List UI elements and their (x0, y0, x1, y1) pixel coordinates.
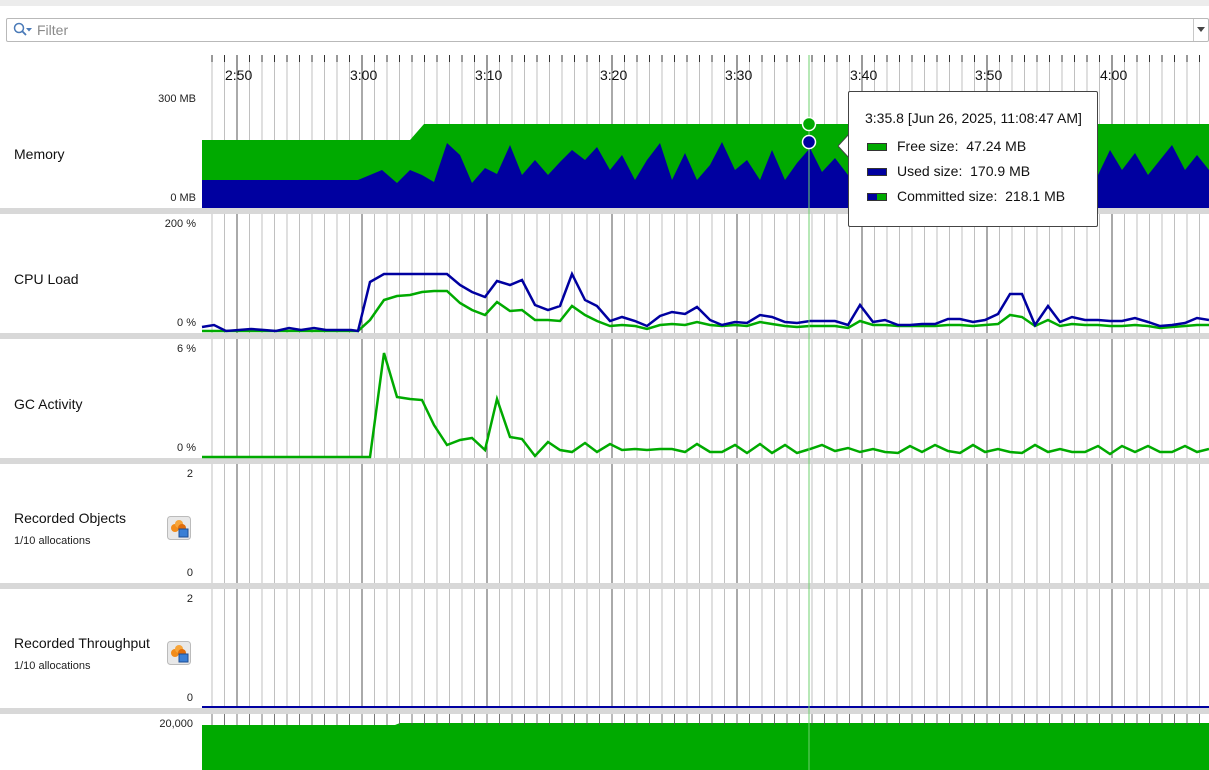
gc-ymax: 6 % (177, 343, 196, 355)
time-axis-label: 3:50 (975, 67, 1002, 83)
time-axis-label: 3:40 (850, 67, 877, 83)
time-axis-label: 3:00 (350, 67, 377, 83)
row-separator (0, 208, 1209, 214)
time-axis-label: 2:50 (225, 67, 252, 83)
time-axis-label: 3:10 (475, 67, 502, 83)
time-axis-label: 4:00 (1100, 67, 1127, 83)
recorded-objects-ymin: 0 (186, 567, 193, 579)
memory-ymax: 300 MB (158, 93, 196, 105)
tooltip-free-row: Free size: 47.24 MB (867, 138, 1026, 154)
gc-activity-series (202, 352, 1209, 459)
memory-label: Memory (14, 146, 65, 162)
cpu-blue-series (201, 270, 1209, 333)
row-separator (0, 583, 1209, 589)
row-separator (0, 333, 1209, 339)
cpu-green-series (202, 289, 1209, 333)
bottom-ymax: 20,000 (159, 718, 193, 730)
bottom-area (202, 723, 1209, 770)
allocation-recording-icon[interactable] (167, 516, 191, 540)
free-size-label: Free size: (897, 138, 959, 154)
used-size-label: Used size: (897, 163, 963, 179)
free-size-swatch (867, 143, 887, 152)
committed-size-label: Committed size: (897, 188, 998, 204)
used-size-value: 170.9 MB (970, 163, 1031, 179)
search-filter-icon[interactable] (13, 22, 33, 38)
cpu-label: CPU Load (14, 271, 79, 287)
recorded-throughput-label: Recorded Throughput (14, 635, 150, 651)
recorded-throughput-ymax: 2 (186, 593, 193, 605)
tooltip-title: 3:35.8 [Jun 26, 2025, 11:08:47 AM] (865, 110, 1082, 126)
gc-label: GC Activity (14, 396, 83, 412)
recorded-objects-sublabel: 1/10 allocations (14, 535, 91, 547)
memory-ymin: 0 MB (170, 192, 196, 204)
used-size-swatch (867, 168, 887, 177)
committed-size-value: 218.1 MB (1005, 188, 1066, 204)
committed-size-swatch (867, 193, 887, 202)
recorded-throughput-ymin: 0 (186, 692, 193, 704)
chevron-down-icon[interactable] (1193, 19, 1208, 41)
tooltip-committed-row: Committed size: 218.1 MB (867, 188, 1065, 204)
memory-tooltip: 3:35.8 [Jun 26, 2025, 11:08:47 AM] Free … (848, 91, 1098, 227)
gc-ymin: 0 % (177, 442, 196, 454)
time-axis-label: 3:30 (725, 67, 752, 83)
cpu-ymin: 0 % (177, 317, 196, 329)
filter-input[interactable] (37, 20, 1177, 40)
filter-bar[interactable] (6, 18, 1209, 42)
allocation-recording-icon[interactable] (167, 641, 191, 665)
top-bar (0, 0, 1209, 6)
recorded-objects-label: Recorded Objects (14, 510, 127, 526)
cpu-ymax: 200 % (164, 218, 196, 230)
recorded-throughput-sublabel: 1/10 allocations (14, 660, 91, 672)
time-axis-label: 3:20 (600, 67, 627, 83)
cursor-used-marker (801, 134, 817, 150)
cursor-committed-marker (801, 116, 817, 132)
recorded-objects-ymax: 2 (186, 468, 193, 480)
row-separator (0, 708, 1209, 714)
free-size-value: 47.24 MB (966, 138, 1027, 154)
tooltip-used-row: Used size: 170.9 MB (867, 163, 1030, 179)
row-separator (0, 458, 1209, 464)
